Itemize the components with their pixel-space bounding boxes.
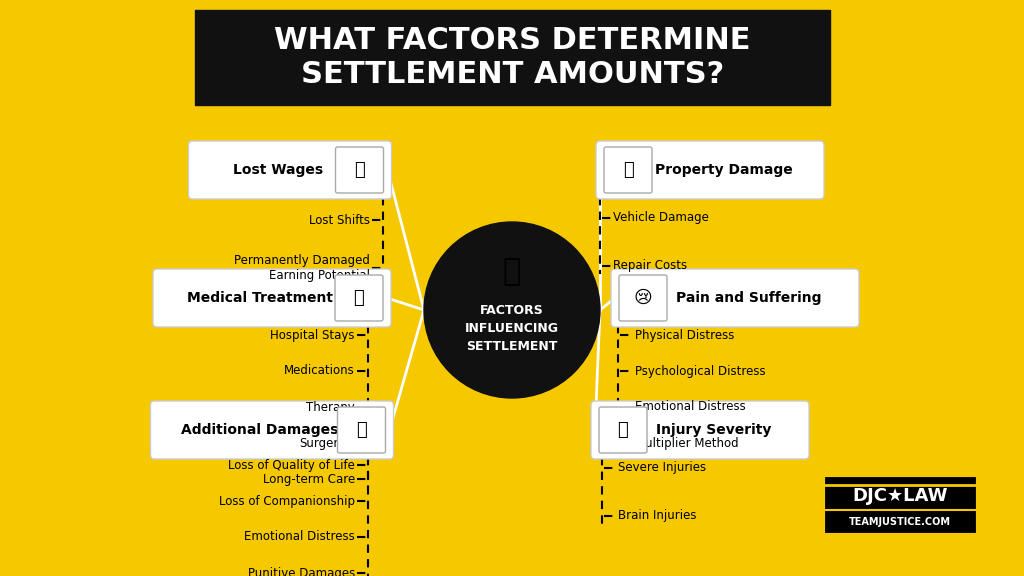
Text: Emotional Distress: Emotional Distress (245, 530, 355, 544)
Text: DJC★LAW: DJC★LAW (852, 487, 948, 505)
Text: Loss of Quality of Life: Loss of Quality of Life (228, 458, 355, 472)
Text: Injury Severity: Injury Severity (656, 423, 772, 437)
Text: 🧠: 🧠 (353, 289, 365, 307)
FancyBboxPatch shape (153, 269, 391, 327)
Text: 📄: 📄 (503, 257, 521, 286)
Text: 🩹: 🩹 (617, 421, 629, 439)
Text: 📉: 📉 (356, 421, 367, 439)
FancyBboxPatch shape (822, 475, 978, 535)
Text: Lost Wages: Lost Wages (232, 163, 323, 177)
FancyBboxPatch shape (591, 401, 809, 459)
Text: TEAMJUSTICE.COM: TEAMJUSTICE.COM (849, 517, 951, 527)
FancyBboxPatch shape (188, 141, 391, 199)
Text: 🚗: 🚗 (623, 161, 634, 179)
FancyBboxPatch shape (599, 407, 647, 453)
Text: Long-term Care: Long-term Care (263, 472, 355, 486)
Text: Severe Injuries: Severe Injuries (618, 461, 707, 475)
Text: WHAT FACTORS DETERMINE
SETTLEMENT AMOUNTS?: WHAT FACTORS DETERMINE SETTLEMENT AMOUNT… (274, 26, 751, 89)
FancyBboxPatch shape (335, 275, 383, 321)
FancyBboxPatch shape (336, 147, 384, 193)
Text: Psychological Distress: Psychological Distress (635, 365, 766, 377)
FancyBboxPatch shape (596, 141, 824, 199)
Text: 🔍: 🔍 (354, 161, 365, 179)
Text: Loss of Companionship: Loss of Companionship (219, 495, 355, 507)
Text: FACTORS
INFLUENCING
SETTLEMENT: FACTORS INFLUENCING SETTLEMENT (465, 304, 559, 353)
Text: Medical Treatment: Medical Treatment (187, 291, 333, 305)
Text: Hospital Stays: Hospital Stays (270, 328, 355, 342)
Text: Surgeries: Surgeries (299, 437, 355, 449)
Text: Vehicle Damage: Vehicle Damage (613, 211, 709, 225)
FancyBboxPatch shape (151, 401, 393, 459)
Text: Medications: Medications (285, 365, 355, 377)
Text: Therapy: Therapy (306, 400, 355, 414)
FancyBboxPatch shape (611, 269, 859, 327)
Text: Property Damage: Property Damage (655, 163, 793, 177)
Circle shape (424, 222, 600, 398)
Text: Repair Costs: Repair Costs (613, 260, 687, 272)
Text: Lost Shifts: Lost Shifts (309, 214, 370, 226)
Text: Pain and Suffering: Pain and Suffering (676, 291, 821, 305)
Text: Additional Damages: Additional Damages (181, 423, 339, 437)
Text: Punitive Damages: Punitive Damages (248, 567, 355, 576)
FancyBboxPatch shape (604, 147, 652, 193)
Text: Emotional Distress: Emotional Distress (635, 400, 745, 414)
Text: Physical Distress: Physical Distress (635, 328, 734, 342)
Text: Brain Injuries: Brain Injuries (618, 510, 696, 522)
FancyBboxPatch shape (338, 407, 385, 453)
Text: Permanently Damaged
Earning Potential: Permanently Damaged Earning Potential (234, 254, 370, 282)
Text: 😢: 😢 (634, 289, 652, 307)
Text: Multiplier Method: Multiplier Method (635, 437, 738, 449)
FancyBboxPatch shape (618, 275, 667, 321)
